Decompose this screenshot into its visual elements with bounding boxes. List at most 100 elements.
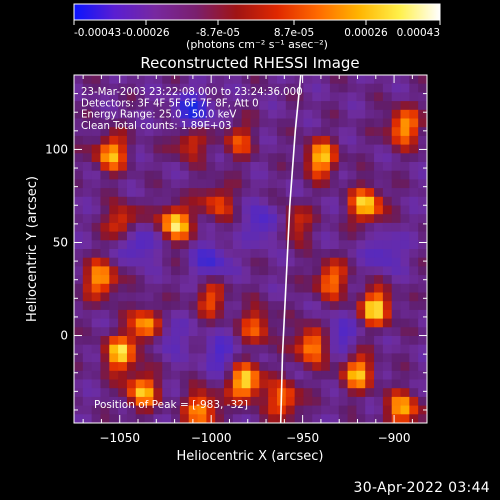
heatmap-cell (250, 205, 260, 215)
heatmap-cell (250, 292, 260, 302)
heatmap-cell (276, 101, 287, 111)
heatmap-cell (109, 240, 119, 250)
heatmap-cell (188, 388, 198, 398)
heatmap-cell (171, 153, 181, 163)
heatmap-cell (418, 309, 427, 319)
heatmap-cell (338, 188, 348, 198)
heatmap-cell (126, 83, 137, 93)
heatmap-cell (418, 135, 427, 145)
heatmap-cell (338, 214, 348, 224)
heatmap-cell (391, 179, 401, 189)
heatmap-cell (188, 257, 198, 267)
heatmap-cell (374, 362, 384, 372)
heatmap-cell (312, 283, 322, 293)
heatmap-cell (374, 336, 384, 346)
heatmap-cell (365, 162, 375, 172)
heatmap-cell (215, 309, 225, 319)
heatmap-cell (91, 188, 101, 198)
heatmap-cell (312, 353, 322, 363)
heatmap-cell (224, 196, 234, 206)
heatmap-cell (171, 327, 181, 337)
heatmap-cell (303, 266, 313, 276)
heatmap-cell (268, 153, 278, 163)
heatmap-cell (356, 162, 366, 172)
heatmap-cell (365, 353, 375, 363)
heatmap-cell (418, 379, 427, 389)
heatmap-cell (391, 222, 401, 232)
heatmap-cell (206, 362, 216, 372)
heatmap-cell (135, 188, 145, 198)
heatmap-cell (303, 309, 313, 319)
heatmap-cell (418, 240, 427, 250)
heatmap-cell (118, 283, 128, 293)
heatmap-cell (312, 109, 322, 119)
heatmap-cell (109, 92, 119, 102)
heatmap-cell (91, 205, 101, 215)
heatmap-cell (409, 144, 419, 154)
heatmap-cell (215, 327, 225, 337)
heatmap-cell (118, 83, 128, 93)
heatmap-cell (188, 275, 198, 285)
heatmap-cell (171, 170, 181, 180)
heatmap-cell (312, 75, 322, 85)
heatmap-cell (382, 379, 393, 389)
heatmap-cell (91, 405, 101, 415)
heatmap-cell (382, 127, 393, 137)
heatmap-cell (321, 222, 331, 232)
heatmap-cell (74, 266, 84, 276)
heatmap-cell (135, 283, 145, 293)
heatmap-cell (400, 205, 410, 215)
heatmap-cell (365, 240, 375, 250)
heatmap-cell (162, 388, 172, 398)
heatmap-cell (321, 118, 331, 128)
heatmap-cell (126, 240, 137, 250)
heatmap-cell (365, 214, 375, 224)
heatmap-cell (303, 257, 313, 267)
heatmap-cell (347, 405, 357, 415)
heatmap-cell (276, 327, 287, 337)
heatmap-cell (197, 153, 207, 163)
heatmap-cell (356, 301, 366, 311)
heatmap-cell (268, 336, 278, 346)
heatmap-cell (135, 118, 145, 128)
heatmap-cell (391, 109, 401, 119)
heatmap-cell (135, 370, 145, 380)
heatmap-cell (338, 405, 348, 415)
heatmap-cell (118, 118, 128, 128)
heatmap-cell (391, 370, 401, 380)
heatmap-cell (118, 370, 128, 380)
heatmap-cell (118, 405, 128, 415)
heatmap-cell (294, 275, 304, 285)
heatmap-cell (418, 231, 427, 241)
heatmap-cell (162, 336, 172, 346)
heatmap-cell (365, 231, 375, 241)
heatmap-cell (382, 188, 393, 198)
heatmap-cell (109, 344, 119, 354)
heatmap-cell (74, 109, 84, 119)
heatmap-cell (179, 301, 190, 311)
heatmap-cell (91, 257, 101, 267)
heatmap-cell (418, 275, 427, 285)
heatmap-cell (74, 405, 84, 415)
heatmap-cell (153, 240, 163, 250)
heatmap-cell (91, 162, 101, 172)
heatmap-cell (206, 301, 216, 311)
heatmap-cell (365, 249, 375, 259)
heatmap-cell (391, 188, 401, 198)
heatmap-cell (82, 162, 93, 172)
heatmap-cell (347, 162, 357, 172)
heatmap-cell (365, 127, 375, 137)
heatmap-cell (206, 118, 216, 128)
heatmap-cell (118, 240, 128, 250)
heatmap-cell (321, 353, 331, 363)
heatmap-cell (303, 83, 313, 93)
heatmap-cell (400, 92, 410, 102)
heatmap-cell (206, 214, 216, 224)
heatmap-cell (409, 249, 419, 259)
heatmap-cell (259, 362, 269, 372)
heatmap-cell (232, 127, 243, 137)
heatmap-cell (294, 353, 304, 363)
annotation-line: Energy Range: 25.0 - 50.0 keV (81, 110, 236, 121)
heatmap-cell (144, 396, 154, 406)
heatmap-cell (162, 396, 172, 406)
